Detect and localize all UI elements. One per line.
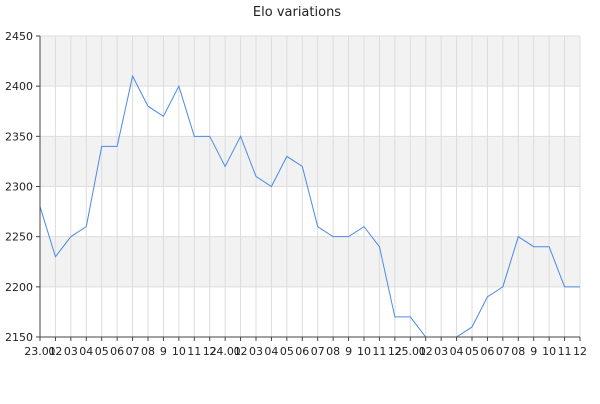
x-tick-label: 05 — [95, 345, 109, 358]
x-tick-label: 9 — [530, 345, 537, 358]
x-tick-label: 03 — [434, 345, 448, 358]
data-point — [579, 285, 582, 288]
data-point — [162, 115, 165, 118]
y-tick-label: 2150 — [5, 331, 33, 344]
data-point — [501, 285, 504, 288]
data-point — [147, 105, 150, 108]
x-tick-label: 11 — [187, 345, 201, 358]
x-tick-label: 10 — [357, 345, 371, 358]
data-point — [224, 165, 227, 168]
background-band — [40, 36, 580, 87]
data-point — [363, 225, 366, 228]
y-tick-label: 2400 — [5, 80, 33, 93]
x-tick-label: 07 — [496, 345, 510, 358]
data-point — [270, 185, 273, 188]
data-point — [471, 325, 474, 328]
x-tick-label: 05 — [280, 345, 294, 358]
data-point — [54, 255, 57, 258]
x-tick-label: 04 — [264, 345, 278, 358]
x-tick-label: 08 — [141, 345, 155, 358]
x-tick-label: 9 — [345, 345, 352, 358]
data-point — [85, 225, 88, 228]
x-tick-label: 12 — [388, 345, 402, 358]
chart-title: Elo variations — [253, 5, 341, 20]
data-point — [301, 165, 304, 168]
x-tick-label: 10 — [172, 345, 186, 358]
x-tick-label: 05 — [465, 345, 479, 358]
data-point — [100, 145, 103, 148]
background-bands — [40, 36, 580, 287]
data-point — [332, 235, 335, 238]
y-tick-label: 2300 — [5, 181, 33, 194]
series-layer — [39, 74, 582, 338]
data-point — [548, 245, 551, 248]
x-tick-label: 03 — [249, 345, 263, 358]
x-tick-label: 11 — [558, 345, 572, 358]
x-tick-label: 08 — [511, 345, 525, 358]
data-point — [285, 155, 288, 158]
data-point — [255, 175, 258, 178]
x-tick-label: 02 — [419, 345, 433, 358]
data-point — [563, 285, 566, 288]
x-tick-label: 04 — [450, 345, 464, 358]
data-point — [193, 135, 196, 138]
data-point — [116, 145, 119, 148]
x-tick-label: 02 — [234, 345, 248, 358]
data-point — [486, 295, 489, 298]
x-tick-label: 11 — [372, 345, 386, 358]
x-tick-label: 03 — [64, 345, 78, 358]
x-tick-label: 04 — [79, 345, 93, 358]
x-tick-label: 24.01 — [209, 345, 241, 358]
background-band — [40, 136, 580, 187]
y-tick-label: 2250 — [5, 231, 33, 244]
background-band — [40, 236, 580, 287]
x-tick-label: 07 — [311, 345, 325, 358]
data-point — [131, 75, 134, 78]
data-point — [409, 315, 412, 318]
data-point — [393, 315, 396, 318]
x-tick-label: 25.01 — [395, 345, 427, 358]
y-tick-label: 2200 — [5, 281, 33, 294]
data-point — [316, 225, 319, 228]
x-tick-label: 12 — [203, 345, 217, 358]
y-tick-label: 2350 — [5, 130, 33, 143]
data-point — [517, 235, 520, 238]
y-tick-label: 2450 — [5, 30, 33, 43]
elo-series-line — [39, 74, 580, 338]
x-tick-label: 02 — [48, 345, 62, 358]
data-point — [347, 235, 350, 238]
x-tick-label: 08 — [326, 345, 340, 358]
data-point — [208, 135, 211, 138]
y-tick-labels: 2150 2200 2250 2300 2350 2400 2450 — [5, 30, 40, 344]
x-tick-label: 12 — [573, 345, 587, 358]
data-point — [177, 85, 180, 88]
data-point — [239, 135, 242, 138]
data-point — [378, 245, 381, 248]
data-point — [532, 245, 535, 248]
x-tick-label: 06 — [295, 345, 309, 358]
x-tick-label: 06 — [110, 345, 124, 358]
x-tick-label: 9 — [160, 345, 167, 358]
x-tick-label: 10 — [542, 345, 556, 358]
x-tick-label: 07 — [126, 345, 140, 358]
x-tick-label: 06 — [480, 345, 494, 358]
data-point — [69, 235, 72, 238]
x-tick-label: 23.01 — [24, 345, 56, 358]
